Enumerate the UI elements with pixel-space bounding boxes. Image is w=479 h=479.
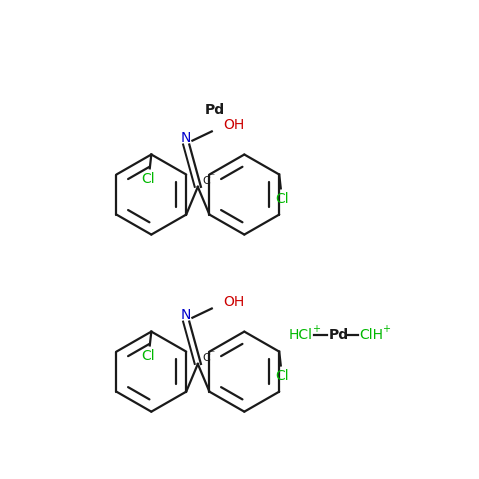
Text: N: N: [181, 308, 192, 322]
Text: OH: OH: [223, 296, 245, 309]
Text: ClH: ClH: [359, 328, 383, 342]
Text: +: +: [382, 323, 390, 333]
Text: ⁻: ⁻: [209, 172, 214, 182]
Text: N: N: [181, 131, 192, 145]
Text: HCl: HCl: [288, 328, 312, 342]
Text: Cl: Cl: [275, 192, 289, 206]
Text: Cl: Cl: [141, 349, 155, 363]
Text: +: +: [312, 323, 320, 333]
Text: C: C: [203, 176, 210, 186]
Text: Cl: Cl: [141, 172, 155, 186]
Text: C: C: [203, 353, 210, 363]
Text: ⁻: ⁻: [209, 350, 214, 360]
Text: Pd: Pd: [329, 328, 349, 342]
Text: OH: OH: [223, 118, 245, 132]
Text: Cl: Cl: [275, 369, 289, 383]
Text: Pd: Pd: [205, 103, 225, 117]
